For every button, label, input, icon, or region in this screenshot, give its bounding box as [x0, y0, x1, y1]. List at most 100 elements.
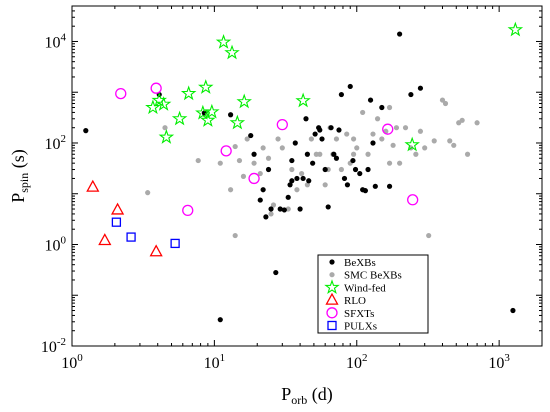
- data-point-bexbs: [248, 132, 254, 139]
- data-point-rlo: [110, 202, 125, 215]
- data-point-bexbs: [217, 317, 223, 323]
- data-point-sfxts: [382, 123, 394, 135]
- data-point-smc-bexbs: [439, 97, 446, 103]
- series-sfxts: [115, 82, 419, 217]
- data-point-bexbs: [510, 307, 516, 314]
- data-point-bexbs: [268, 206, 274, 212]
- data-point-smc-bexbs: [474, 120, 480, 126]
- data-point-bexbs: [257, 197, 263, 203]
- data-point-bexbs: [289, 178, 295, 184]
- data-point-smc-bexbs: [240, 173, 247, 179]
- data-point-smc-bexbs: [422, 145, 428, 151]
- data-point-smc-bexbs: [370, 131, 376, 137]
- data-point-smc-bexbs: [145, 190, 151, 196]
- y-tick-label: 100: [45, 234, 67, 254]
- data-point-smc-bexbs: [236, 157, 243, 164]
- data-point-smc-bexbs: [195, 157, 201, 164]
- data-point-sfxts: [182, 204, 194, 217]
- data-point-wind-fed: [224, 44, 240, 60]
- legend-label-bexbs: BeXBs: [344, 257, 376, 269]
- data-point-bexbs: [277, 206, 283, 212]
- data-point-bexbs: [365, 166, 371, 173]
- data-point-wind-fed: [236, 93, 252, 109]
- data-point-smc-bexbs: [228, 187, 234, 193]
- data-point-smc-bexbs: [374, 116, 381, 122]
- legend-marker-sfxts: [326, 307, 338, 319]
- data-point-wind-fed: [197, 79, 214, 94]
- data-point-smc-bexbs: [459, 117, 465, 123]
- legend-label-pulxs: PULXs: [344, 321, 377, 333]
- data-point-bexbs: [322, 166, 328, 173]
- data-point-smc-bexbs: [350, 151, 357, 157]
- legend-marker-smc-bexbs: [329, 272, 335, 278]
- data-point-wind-fed: [171, 110, 188, 126]
- legend-label-sfxts: SFXTs: [344, 308, 374, 320]
- data-point-smc-bexbs: [442, 100, 449, 107]
- data-point-smc-bexbs: [217, 160, 223, 166]
- axes-box: [71, 5, 543, 347]
- legend-marker-bexbs: [329, 259, 335, 265]
- data-point-bexbs: [333, 155, 340, 161]
- plot-area: [72, 6, 542, 346]
- data-point-bexbs: [347, 83, 353, 90]
- data-point-wind-fed: [204, 103, 220, 119]
- data-point-smc-bexbs: [304, 182, 310, 188]
- legend-marker-wind-fed: [324, 279, 340, 295]
- data-point-bexbs: [251, 151, 257, 157]
- data-point-bexbs: [260, 187, 266, 193]
- data-point-bexbs: [367, 97, 374, 103]
- data-point-smc-bexbs: [268, 211, 274, 217]
- data-point-bexbs: [228, 112, 234, 118]
- data-point-smc-bexbs: [162, 125, 168, 131]
- data-point-smc-bexbs: [360, 109, 366, 116]
- data-point-smc-bexbs: [338, 166, 344, 173]
- x-axis-label: Porb (d): [281, 384, 333, 407]
- data-point-smc-bexbs: [354, 145, 360, 151]
- data-point-smc-bexbs: [386, 104, 393, 111]
- data-points-layer: [83, 21, 524, 323]
- data-point-smc-bexbs: [464, 151, 471, 157]
- data-point-smc-bexbs: [251, 160, 257, 166]
- data-point-bexbs: [362, 188, 369, 194]
- data-point-bexbs: [303, 116, 309, 122]
- data-point-smc-bexbs: [426, 232, 432, 239]
- data-point-bexbs: [397, 31, 403, 37]
- data-point-smc-bexbs: [417, 128, 424, 134]
- data-point-bexbs: [292, 140, 298, 146]
- data-point-bexbs: [304, 151, 310, 157]
- data-point-pulxs: [111, 217, 122, 227]
- data-point-wind-fed: [507, 21, 524, 37]
- data-point-bexbs: [289, 157, 295, 164]
- data-point-smc-bexbs: [294, 187, 300, 193]
- data-point-smc-bexbs: [431, 138, 437, 144]
- data-point-smc-bexbs: [402, 125, 409, 131]
- data-point-smc-bexbs: [308, 136, 314, 142]
- data-point-bexbs: [370, 140, 376, 146]
- data-point-smc-bexbs: [270, 202, 277, 208]
- data-point-smc-bexbs: [257, 170, 263, 177]
- data-point-smc-bexbs: [393, 125, 400, 131]
- legend-label-rlo: RLO: [344, 295, 366, 307]
- data-point-smc-bexbs: [232, 232, 238, 239]
- data-point-bexbs: [336, 127, 342, 133]
- series-wind-fed: [145, 21, 524, 152]
- data-point-bexbs: [325, 204, 331, 210]
- legend-box: [317, 254, 429, 334]
- data-point-bexbs: [372, 183, 378, 189]
- data-point-bexbs: [328, 125, 334, 131]
- data-point-bexbs: [350, 157, 356, 164]
- data-point-bexbs: [386, 183, 393, 189]
- data-point-rlo: [98, 233, 112, 246]
- x-tick-label: 103: [488, 352, 510, 372]
- data-point-bexbs: [352, 166, 359, 173]
- data-point-bexbs: [312, 131, 318, 137]
- data-point-smc-bexbs: [365, 151, 371, 157]
- legend-marker-rlo: [325, 292, 339, 305]
- data-point-bexbs: [408, 91, 414, 98]
- data-point-smc-bexbs: [232, 143, 238, 150]
- data-point-smc-bexbs: [344, 131, 350, 137]
- data-point-bexbs: [263, 214, 269, 220]
